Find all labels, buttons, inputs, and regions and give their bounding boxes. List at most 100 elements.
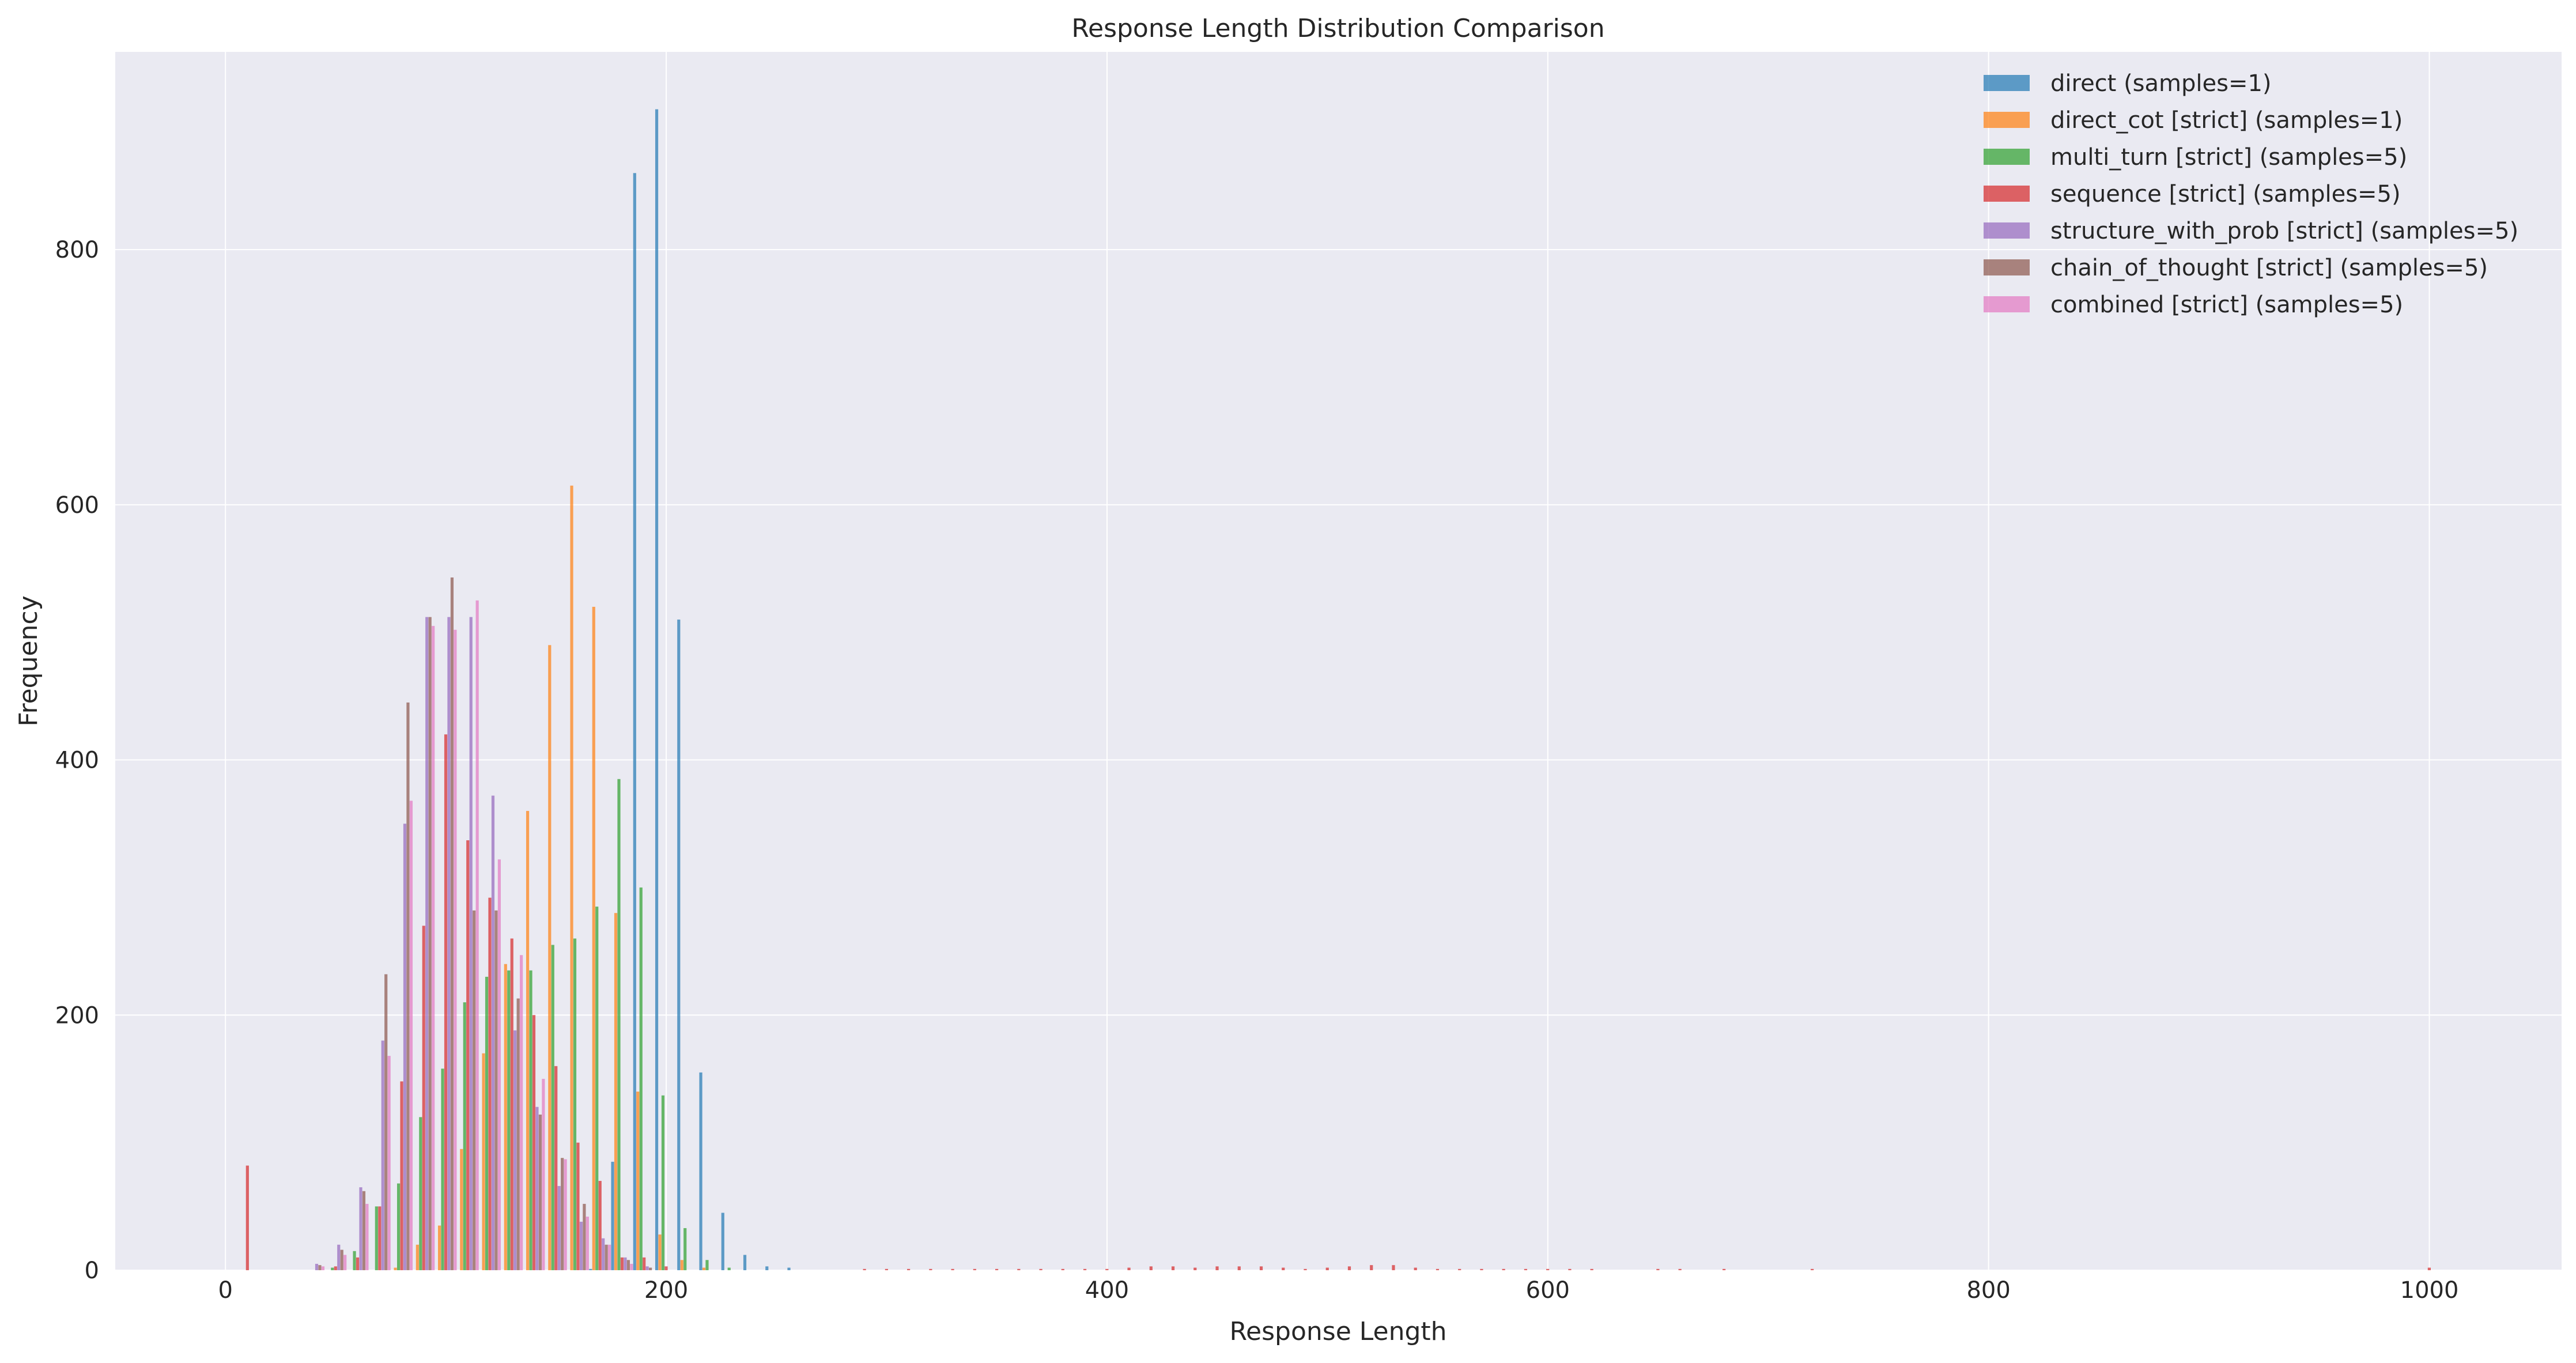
histogram-bar	[677, 620, 681, 1270]
histogram-bar	[620, 1257, 624, 1270]
histogram-bar	[378, 1206, 382, 1270]
histogram-bar	[1414, 1267, 1417, 1270]
histogram-bar	[1502, 1268, 1505, 1270]
histogram-bar	[422, 926, 425, 1270]
histogram-bar	[1458, 1268, 1461, 1270]
y-tick-label: 0	[85, 1258, 99, 1284]
histogram-bar	[1127, 1267, 1131, 1270]
histogram-bar	[1723, 1268, 1726, 1270]
histogram-bar	[510, 938, 513, 1270]
histogram-bar	[995, 1268, 999, 1270]
histogram-bar	[2427, 1267, 2431, 1270]
histogram-bar	[409, 801, 413, 1270]
histogram-bar	[437, 1225, 441, 1270]
histogram-bar	[605, 1244, 608, 1270]
histogram-bar	[507, 970, 511, 1270]
histogram-bar	[494, 910, 498, 1270]
histogram-bar	[513, 1030, 517, 1270]
histogram-bar	[343, 1255, 347, 1270]
y-axis-label: Frequency	[14, 595, 43, 726]
histogram-bar	[973, 1268, 976, 1270]
histogram-bar	[359, 1187, 362, 1270]
histogram-bar	[680, 1260, 683, 1270]
histogram-bar	[548, 645, 552, 1270]
histogram-bar	[1061, 1268, 1064, 1270]
histogram-bar	[469, 617, 473, 1270]
x-tick-label: 0	[218, 1277, 232, 1304]
histogram-bar	[497, 859, 501, 1270]
histogram-bar	[1237, 1266, 1241, 1270]
histogram-bar	[1810, 1268, 1814, 1270]
histogram-bar	[504, 964, 507, 1270]
histogram-bar	[362, 1191, 366, 1270]
histogram-bar	[381, 1040, 384, 1270]
histogram-bar	[538, 1114, 542, 1270]
histogram-bar	[929, 1268, 932, 1270]
legend-label: structure_with_prob [strict] (samples=5)	[2050, 218, 2518, 244]
histogram-bar	[1656, 1268, 1660, 1270]
histogram-bar	[356, 1257, 360, 1270]
histogram-bar	[639, 887, 643, 1270]
histogram-bar	[1590, 1268, 1593, 1270]
histogram-bar	[353, 1251, 356, 1270]
series-4	[315, 617, 649, 1270]
histogram-bar	[1304, 1268, 1307, 1270]
histogram-bar	[482, 1053, 485, 1270]
histogram-bar	[1149, 1266, 1153, 1270]
histogram-bar	[403, 824, 407, 1270]
histogram-bar	[460, 1149, 463, 1270]
histogram-bar	[561, 1158, 564, 1270]
series-2	[331, 779, 731, 1270]
histogram-bar	[633, 173, 636, 1270]
histogram-bar	[444, 734, 448, 1270]
histogram-bar	[1282, 1267, 1285, 1270]
histogram-bar	[384, 974, 388, 1270]
histogram-bar	[787, 1267, 791, 1270]
histogram-bar	[532, 1015, 536, 1270]
legend-label: sequence [strict] (samples=5)	[2050, 181, 2401, 207]
series-0	[589, 109, 791, 1271]
histogram-bar	[387, 1056, 391, 1270]
histogram-bar	[614, 913, 618, 1270]
histogram-bar	[1480, 1268, 1483, 1270]
histogram-bar	[463, 1002, 466, 1270]
histogram-bar	[705, 1260, 709, 1270]
histogram-bar	[473, 910, 476, 1270]
histogram-bars	[245, 109, 2431, 1271]
legend-swatch	[1984, 149, 2030, 165]
x-axis-ticks: 0 200 400 600 800 1000	[218, 1277, 2458, 1304]
histogram-bar	[1436, 1268, 1440, 1270]
histogram-bar	[617, 779, 621, 1270]
histogram-bar	[529, 970, 532, 1270]
histogram-bar	[337, 1244, 341, 1270]
histogram-bar	[661, 1095, 665, 1270]
histogram-bar	[1392, 1265, 1395, 1270]
histogram-bar	[655, 109, 659, 1271]
histogram-bar	[586, 1217, 589, 1270]
histogram-bar	[1524, 1268, 1528, 1270]
y-tick-label: 400	[55, 747, 99, 774]
histogram-bar	[542, 1078, 545, 1270]
y-tick-label: 600	[55, 492, 99, 519]
histogram-bar	[475, 600, 479, 1270]
histogram-bar	[743, 1255, 747, 1270]
histogram-bar	[683, 1228, 687, 1270]
series-6	[321, 600, 633, 1270]
histogram-bar	[318, 1265, 322, 1270]
histogram-bar	[419, 1117, 422, 1270]
histogram-bar	[1568, 1268, 1572, 1270]
histogram-bar	[554, 1066, 558, 1270]
histogram-bar	[331, 1267, 334, 1270]
y-axis-ticks: 0 200 400 600 800	[55, 237, 99, 1284]
histogram-bar	[1259, 1266, 1263, 1270]
y-tick-label: 200	[55, 1002, 99, 1029]
histogram-bar	[721, 1213, 724, 1270]
histogram-bar	[1678, 1268, 1682, 1270]
histogram-bar	[727, 1267, 731, 1270]
histogram-bar	[1193, 1267, 1197, 1270]
histogram-bar	[863, 1268, 866, 1270]
histogram-bar	[608, 1244, 611, 1270]
histogram-bar	[598, 1181, 602, 1270]
histogram-bar	[1546, 1268, 1550, 1270]
